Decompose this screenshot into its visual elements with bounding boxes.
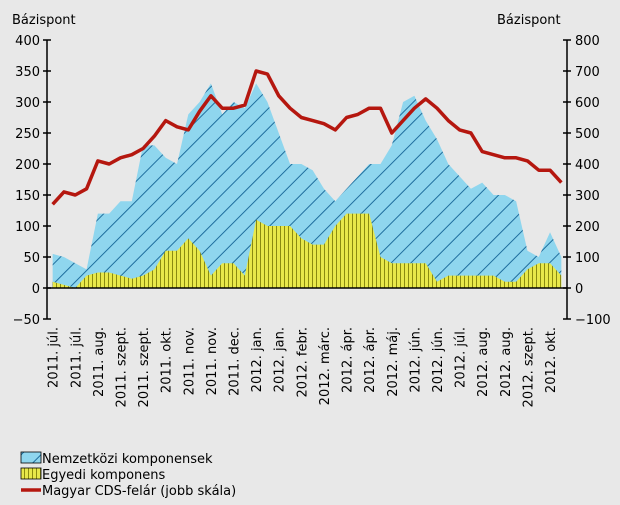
y-tick-label: 0 bbox=[32, 282, 40, 297]
x-tick-label: 2012. márc. bbox=[318, 327, 333, 405]
legend-label: Magyar CDS-felár (jobb skála) bbox=[42, 484, 236, 499]
y-tick-label: 200 bbox=[15, 158, 40, 173]
y2-tick-label: 400 bbox=[575, 158, 600, 173]
legend-label: Nemzetközi komponensek bbox=[42, 452, 213, 467]
y2-tick-label: 100 bbox=[575, 251, 600, 266]
x-tick-label: 2012. aug. bbox=[499, 327, 514, 397]
x-tick-label: 2012. máj. bbox=[386, 327, 401, 397]
legend-swatch bbox=[20, 451, 42, 464]
y-axis-label: Bázispont bbox=[12, 13, 76, 28]
y-tick-label: 250 bbox=[15, 127, 40, 142]
x-tick-label: 2011. júl. bbox=[47, 327, 62, 388]
y2-tick-label: 700 bbox=[575, 65, 600, 80]
y-tick-label: 150 bbox=[15, 189, 40, 204]
x-tick-label: 2012. szept. bbox=[521, 327, 536, 407]
y2-tick-label: 300 bbox=[575, 189, 600, 204]
y2-tick-label: 600 bbox=[575, 96, 600, 111]
y-tick-label: 50 bbox=[23, 251, 40, 266]
x-tick-label: 2012. ápr. bbox=[341, 327, 356, 393]
x-tick-label: 2011. dec. bbox=[228, 327, 243, 396]
x-tick-label: 2012. okt. bbox=[544, 327, 559, 393]
x-tick-label: 2011. aug. bbox=[92, 327, 107, 397]
x-tick-label: 2012. júl. bbox=[454, 327, 469, 388]
y2-axis-label: Bázispont bbox=[497, 13, 561, 28]
x-tick-label: 2011. okt. bbox=[160, 327, 175, 393]
x-tick-label: 2012. jan. bbox=[273, 327, 288, 392]
y-tick-label: −50 bbox=[13, 313, 40, 328]
x-tick-label: 2011. nov. bbox=[205, 327, 220, 395]
x-tick-label: 2011. szept. bbox=[137, 327, 152, 407]
x-tick-label: 2012. febr. bbox=[295, 327, 310, 397]
y2-tick-label: 800 bbox=[575, 34, 600, 49]
x-tick-label: 2011. szept. bbox=[114, 327, 129, 407]
x-tick-label: 2011. júl. bbox=[69, 327, 84, 388]
legend-label: Egyedi komponens bbox=[42, 468, 166, 483]
x-tick-label: 2012. ápr. bbox=[363, 327, 378, 393]
x-tick-label: 2011. nov. bbox=[182, 327, 197, 395]
area bbox=[52, 213, 562, 288]
y2-tick-label: 0 bbox=[575, 282, 583, 297]
legend-swatch bbox=[20, 467, 42, 480]
y2-tick-label: 200 bbox=[575, 220, 600, 235]
x-tick-label: 2012. aug. bbox=[476, 327, 491, 397]
y2-tick-label: 500 bbox=[575, 127, 600, 142]
area bbox=[52, 83, 562, 289]
x-tick-label: 2012. jan. bbox=[250, 327, 265, 392]
cds-line bbox=[51, 69, 563, 206]
y-tick-label: 100 bbox=[15, 220, 40, 235]
x-tick-label: 2012. jún. bbox=[408, 327, 423, 393]
y2-tick-label: −100 bbox=[575, 313, 611, 328]
y-tick-label: 400 bbox=[15, 34, 40, 49]
x-tick-label: 2012. jún. bbox=[431, 327, 446, 393]
y-tick-label: 300 bbox=[15, 96, 40, 111]
y-tick-label: 350 bbox=[15, 65, 40, 80]
